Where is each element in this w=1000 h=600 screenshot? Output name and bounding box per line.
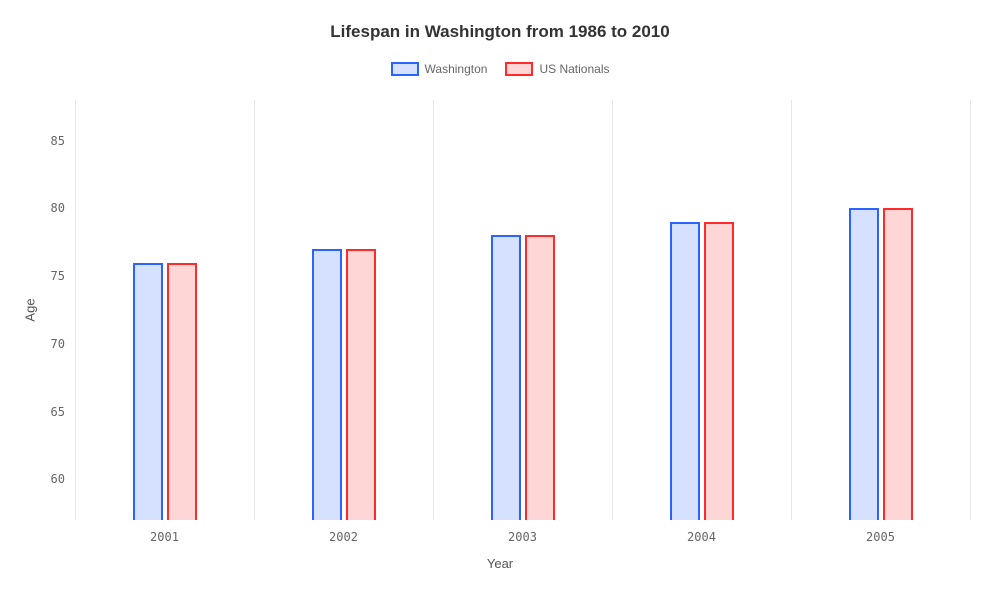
y-tick-label: 85 xyxy=(51,134,65,148)
gridline-vertical xyxy=(791,100,792,520)
gridline-vertical xyxy=(612,100,613,520)
y-tick-label: 75 xyxy=(51,269,65,283)
gridline-vertical xyxy=(970,100,971,520)
plot-area: 60657075808520012002200320042005 xyxy=(75,100,970,520)
y-tick-label: 70 xyxy=(51,337,65,351)
legend-swatch-washington xyxy=(391,62,419,76)
legend-label-us-nationals: US Nationals xyxy=(539,62,609,76)
bar-us-nationals[interactable] xyxy=(883,208,913,520)
bar-washington[interactable] xyxy=(312,249,342,520)
x-tick-label: 2004 xyxy=(687,530,716,544)
bar-us-nationals[interactable] xyxy=(167,263,197,520)
x-tick-label: 2001 xyxy=(150,530,179,544)
y-axis-title: Age xyxy=(23,298,38,321)
y-tick-label: 80 xyxy=(51,201,65,215)
legend-label-washington: Washington xyxy=(425,62,488,76)
y-tick-label: 65 xyxy=(51,405,65,419)
bar-us-nationals[interactable] xyxy=(525,235,555,520)
gridline-vertical xyxy=(254,100,255,520)
legend-item-washington[interactable]: Washington xyxy=(391,62,488,76)
y-tick-label: 60 xyxy=(51,472,65,486)
legend: Washington US Nationals xyxy=(0,62,1000,76)
legend-item-us-nationals[interactable]: US Nationals xyxy=(505,62,609,76)
bar-us-nationals[interactable] xyxy=(704,222,734,520)
x-axis-title: Year xyxy=(487,556,513,571)
bar-washington[interactable] xyxy=(670,222,700,520)
chart-title: Lifespan in Washington from 1986 to 2010 xyxy=(0,22,1000,42)
x-tick-label: 2003 xyxy=(508,530,537,544)
chart-container: Lifespan in Washington from 1986 to 2010… xyxy=(0,0,1000,600)
x-tick-label: 2005 xyxy=(866,530,895,544)
bar-washington[interactable] xyxy=(133,263,163,520)
gridline-vertical xyxy=(75,100,76,520)
bar-us-nationals[interactable] xyxy=(346,249,376,520)
bar-washington[interactable] xyxy=(491,235,521,520)
x-tick-label: 2002 xyxy=(329,530,358,544)
gridline-vertical xyxy=(433,100,434,520)
bar-washington[interactable] xyxy=(849,208,879,520)
legend-swatch-us-nationals xyxy=(505,62,533,76)
